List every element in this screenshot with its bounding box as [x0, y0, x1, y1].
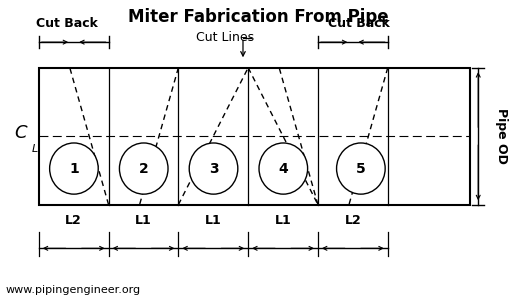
Text: 3: 3	[209, 162, 218, 175]
Text: L1: L1	[135, 214, 152, 227]
Text: L2: L2	[65, 214, 82, 227]
Text: L2: L2	[344, 214, 361, 227]
Text: Cut Back: Cut Back	[36, 17, 98, 30]
Ellipse shape	[337, 143, 385, 194]
Text: 5: 5	[356, 162, 366, 175]
Text: $\mathbf{\mathit{C}}$: $\mathbf{\mathit{C}}$	[14, 124, 28, 142]
Text: Cut Back: Cut Back	[328, 17, 390, 30]
Text: L1: L1	[275, 214, 292, 227]
Text: $\mathbf{\mathit{L}}$: $\mathbf{\mathit{L}}$	[31, 142, 39, 154]
Text: 2: 2	[139, 162, 148, 175]
Text: Pipe OD: Pipe OD	[495, 108, 508, 164]
Text: www.pipingengineer.org: www.pipingengineer.org	[5, 285, 140, 295]
Bar	[39, 68, 470, 205]
Ellipse shape	[259, 143, 308, 194]
Ellipse shape	[119, 143, 168, 194]
Text: 1: 1	[69, 162, 79, 175]
Text: Miter Fabrication From Pipe: Miter Fabrication From Pipe	[128, 8, 389, 26]
Text: Cut Lines: Cut Lines	[196, 31, 254, 44]
Ellipse shape	[50, 143, 98, 194]
Ellipse shape	[189, 143, 238, 194]
Text: L1: L1	[205, 214, 222, 227]
Text: 4: 4	[279, 162, 288, 175]
